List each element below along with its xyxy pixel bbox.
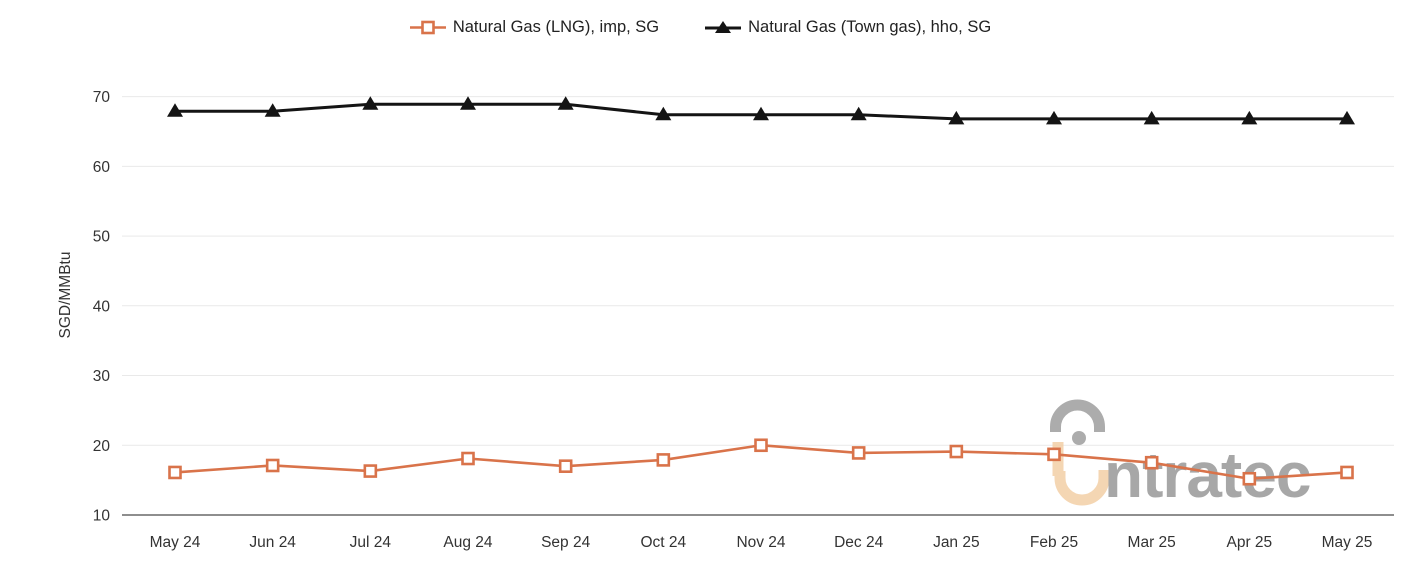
x-tick-label: May 25 [1322, 534, 1373, 551]
legend-marker-town-gas-icon [705, 21, 742, 33]
x-tick-label: May 24 [150, 534, 201, 551]
x-tick-label: Oct 24 [640, 534, 686, 551]
x-tick-label: Nov 24 [736, 534, 785, 551]
x-tick-label: Mar 25 [1128, 534, 1176, 551]
x-tick-label: Aug 24 [443, 534, 493, 551]
data-point-marker [557, 96, 574, 110]
intratec-logo-icon [1050, 399, 1110, 506]
watermark-text: ntratec [1104, 439, 1311, 511]
data-point-marker [460, 96, 477, 110]
data-point-marker [850, 106, 867, 121]
y-tick-label: 70 [93, 89, 111, 106]
y-tick-label: 40 [93, 298, 111, 315]
data-point-marker [363, 464, 378, 478]
series-line-1 [175, 102, 1348, 121]
legend-item-label: Natural Gas (LNG), imp, SG [452, 18, 660, 36]
legend-marker-lng-icon [409, 20, 446, 35]
x-tick-label: Jan 25 [933, 534, 980, 551]
data-point-marker [949, 444, 964, 459]
x-tick-label: Apr 25 [1227, 534, 1273, 551]
watermark: ntratec [1046, 398, 1366, 513]
data-point-marker [1046, 110, 1063, 125]
x-tick-label: Sep 24 [541, 534, 591, 551]
legend-item-lng[interactable]: Natural Gas (LNG), imp, SG [409, 18, 660, 37]
x-tick-label: Feb 25 [1030, 534, 1078, 551]
x-tick-label: Jun 24 [249, 534, 296, 551]
y-axis-title: SGD/MMBtu [57, 251, 74, 339]
y-tick-label: 30 [93, 368, 111, 385]
data-point-marker [167, 103, 183, 117]
data-point-marker [1143, 110, 1160, 125]
y-tick-label: 10 [93, 508, 111, 525]
x-tick-label: Jul 24 [350, 534, 392, 551]
data-point-marker [948, 110, 965, 125]
data-point-marker [1339, 110, 1356, 125]
y-tick-label: 50 [93, 229, 111, 246]
x-tick-label: Dec 24 [834, 534, 883, 551]
legend-item-town-gas[interactable]: Natural Gas (Town gas), hho, SG [705, 18, 991, 37]
data-point-marker [362, 96, 379, 110]
y-tick-label: 60 [93, 159, 111, 176]
legend: Natural Gas (LNG), imp, SG Natural Gas (… [0, 18, 1401, 37]
data-point-marker [558, 459, 573, 473]
data-point-marker [1241, 110, 1258, 125]
data-point-marker [265, 458, 280, 473]
data-point-marker [753, 106, 770, 121]
data-point-marker [264, 103, 281, 117]
data-point-marker [656, 453, 671, 467]
data-point-marker [168, 465, 182, 480]
data-point-marker [754, 438, 768, 453]
y-tick-label: 20 [93, 438, 111, 455]
data-point-marker [851, 446, 866, 460]
data-point-marker [461, 451, 475, 466]
legend-item-label: Natural Gas (Town gas), hho, SG [748, 18, 992, 36]
data-point-marker [655, 106, 672, 121]
